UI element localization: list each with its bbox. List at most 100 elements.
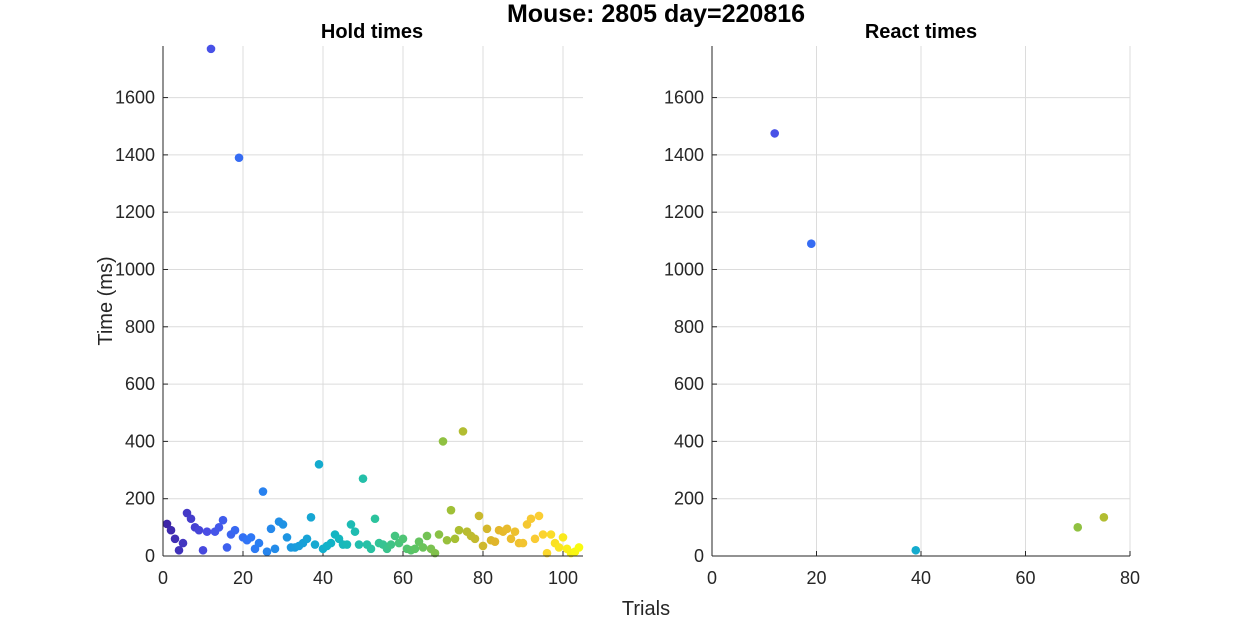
hold-times-point bbox=[202, 527, 212, 536]
hold-times-point bbox=[230, 525, 240, 535]
hold-times-point bbox=[526, 514, 536, 524]
react-times-x-tick-label: 60 bbox=[1015, 568, 1035, 588]
hold-times-point bbox=[554, 543, 564, 552]
hold-times-point bbox=[178, 538, 188, 548]
hold-times-x-tick-label: 60 bbox=[393, 568, 413, 588]
hold-times-point bbox=[430, 548, 440, 558]
hold-times-point bbox=[166, 525, 176, 535]
hold-times-point bbox=[434, 530, 444, 539]
hold-times-point bbox=[222, 543, 232, 552]
hold-times-point bbox=[454, 525, 464, 535]
hold-times-point bbox=[366, 544, 376, 554]
react-times-y-tick-label: 200 bbox=[674, 489, 704, 509]
react-times-y-tick-label: 0 bbox=[694, 546, 704, 566]
hold-times-point bbox=[418, 543, 428, 552]
hold-times-title: Hold times bbox=[321, 21, 423, 43]
hold-times-point bbox=[458, 427, 468, 436]
hold-times-point bbox=[346, 520, 356, 529]
hold-times-point bbox=[214, 523, 224, 532]
hold-times-point bbox=[370, 514, 380, 524]
react-times-y-tick-label: 1400 bbox=[664, 145, 704, 165]
hold-times-x-tick-label: 40 bbox=[313, 568, 333, 588]
hold-times-y-tick-label: 800 bbox=[125, 317, 155, 337]
hold-times-x-tick-label: 20 bbox=[233, 568, 253, 588]
hold-times-point bbox=[234, 153, 244, 163]
y-axis-label: Time (ms) bbox=[95, 256, 117, 345]
react-times-y-tick-label: 1200 bbox=[664, 202, 704, 222]
hold-times-y-tick-label: 200 bbox=[125, 489, 155, 509]
hold-times-point bbox=[262, 547, 272, 557]
react-times-point bbox=[911, 545, 921, 555]
hold-times-point bbox=[266, 524, 276, 534]
hold-times-point bbox=[350, 527, 360, 536]
figure-title: Mouse: 2805 day=220816 bbox=[507, 0, 805, 28]
hold-times-point bbox=[446, 505, 456, 515]
hold-times-point bbox=[450, 534, 460, 544]
react-times-y-tick-label: 800 bbox=[674, 317, 704, 337]
hold-times-point bbox=[482, 524, 492, 534]
hold-times-point bbox=[470, 534, 480, 544]
react-times-x-ticks: 0 20 40 60 80 bbox=[707, 551, 1140, 588]
react-times-point bbox=[1073, 523, 1083, 532]
hold-times-y-ticks: 0 200 400 600 800 1000 1200 1400 1600 bbox=[115, 88, 168, 566]
x-axis-label: Trials bbox=[622, 598, 670, 620]
react-times-x-tick-label: 0 bbox=[707, 568, 717, 588]
hold-times-x-tick-label: 100 bbox=[548, 568, 578, 588]
hold-times-point bbox=[258, 487, 268, 496]
hold-times-point bbox=[162, 519, 172, 529]
hold-times-point bbox=[186, 514, 196, 524]
hold-times-point bbox=[386, 540, 396, 549]
hold-times-point bbox=[198, 545, 208, 555]
hold-times-x-ticks: 0 20 40 60 80 100 bbox=[158, 551, 578, 588]
hold-times-grid bbox=[162, 46, 583, 557]
react-times-x-tick-label: 40 bbox=[911, 568, 931, 588]
hold-times-plot-area bbox=[163, 46, 583, 556]
hold-times-point bbox=[310, 540, 320, 549]
hold-times-point bbox=[314, 460, 324, 469]
hold-times-point bbox=[398, 534, 408, 544]
hold-times-point bbox=[546, 530, 556, 539]
hold-times-point bbox=[534, 511, 544, 521]
react-times-point bbox=[770, 129, 779, 138]
hold-times-point bbox=[506, 534, 516, 544]
hold-times-point bbox=[170, 534, 180, 544]
hold-times-point bbox=[278, 520, 288, 529]
hold-times-point bbox=[518, 538, 528, 548]
hold-times-point bbox=[326, 538, 336, 548]
hold-times-point bbox=[270, 544, 280, 554]
hold-times-x-tick-label: 80 bbox=[473, 568, 493, 588]
hold-times-y-tick-label: 1200 bbox=[115, 202, 155, 222]
hold-times-point bbox=[194, 525, 204, 535]
hold-times-y-tick-label: 1600 bbox=[115, 88, 155, 108]
hold-times-point bbox=[510, 527, 520, 536]
hold-times-point bbox=[246, 533, 256, 542]
hold-times-point bbox=[474, 511, 484, 521]
hold-times-point bbox=[306, 513, 316, 522]
react-times-y-tick-label: 1600 bbox=[664, 88, 704, 108]
hold-times-point bbox=[438, 437, 448, 446]
react-times-axes: 0 20 40 60 80 02004006008001000120014001600 … bbox=[664, 21, 1140, 588]
hold-times-y-tick-label: 0 bbox=[145, 546, 155, 566]
hold-times-point bbox=[490, 537, 500, 546]
hold-times-point bbox=[218, 515, 228, 525]
hold-times-point bbox=[174, 545, 184, 555]
hold-times-point bbox=[410, 544, 420, 554]
hold-times-point bbox=[478, 541, 488, 551]
hold-times-point bbox=[558, 533, 568, 542]
hold-times-point bbox=[282, 533, 292, 542]
hold-times-y-tick-label: 1400 bbox=[115, 145, 155, 165]
react-times-point bbox=[806, 239, 816, 248]
react-times-point bbox=[1099, 513, 1109, 522]
react-times-x-tick-label: 20 bbox=[806, 568, 826, 588]
react-times-title: React times bbox=[865, 21, 977, 43]
hold-times-point bbox=[358, 474, 368, 483]
hold-times-point bbox=[442, 535, 452, 545]
hold-times-point bbox=[422, 531, 432, 541]
react-times-points bbox=[770, 129, 1109, 555]
hold-times-point bbox=[354, 540, 364, 549]
hold-times-axes: 0 20 40 60 80 100 0 200 400 600 800 1000 1200 1400 16… bbox=[115, 21, 584, 588]
hold-times-point bbox=[254, 538, 264, 548]
hold-times-point bbox=[574, 543, 584, 552]
hold-times-y-tick-label: 1000 bbox=[115, 259, 155, 279]
